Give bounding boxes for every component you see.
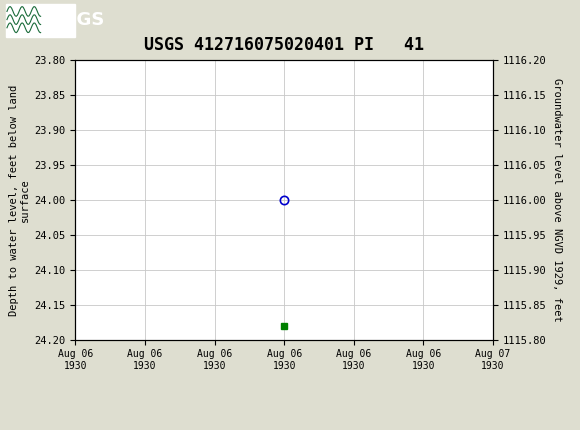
Text: USGS 412716075020401 PI   41: USGS 412716075020401 PI 41 — [144, 36, 424, 54]
FancyBboxPatch shape — [6, 4, 75, 37]
Text: USGS: USGS — [49, 12, 104, 29]
Y-axis label: Depth to water level, feet below land
surface: Depth to water level, feet below land su… — [9, 84, 30, 316]
Y-axis label: Groundwater level above NGVD 1929, feet: Groundwater level above NGVD 1929, feet — [552, 78, 562, 322]
